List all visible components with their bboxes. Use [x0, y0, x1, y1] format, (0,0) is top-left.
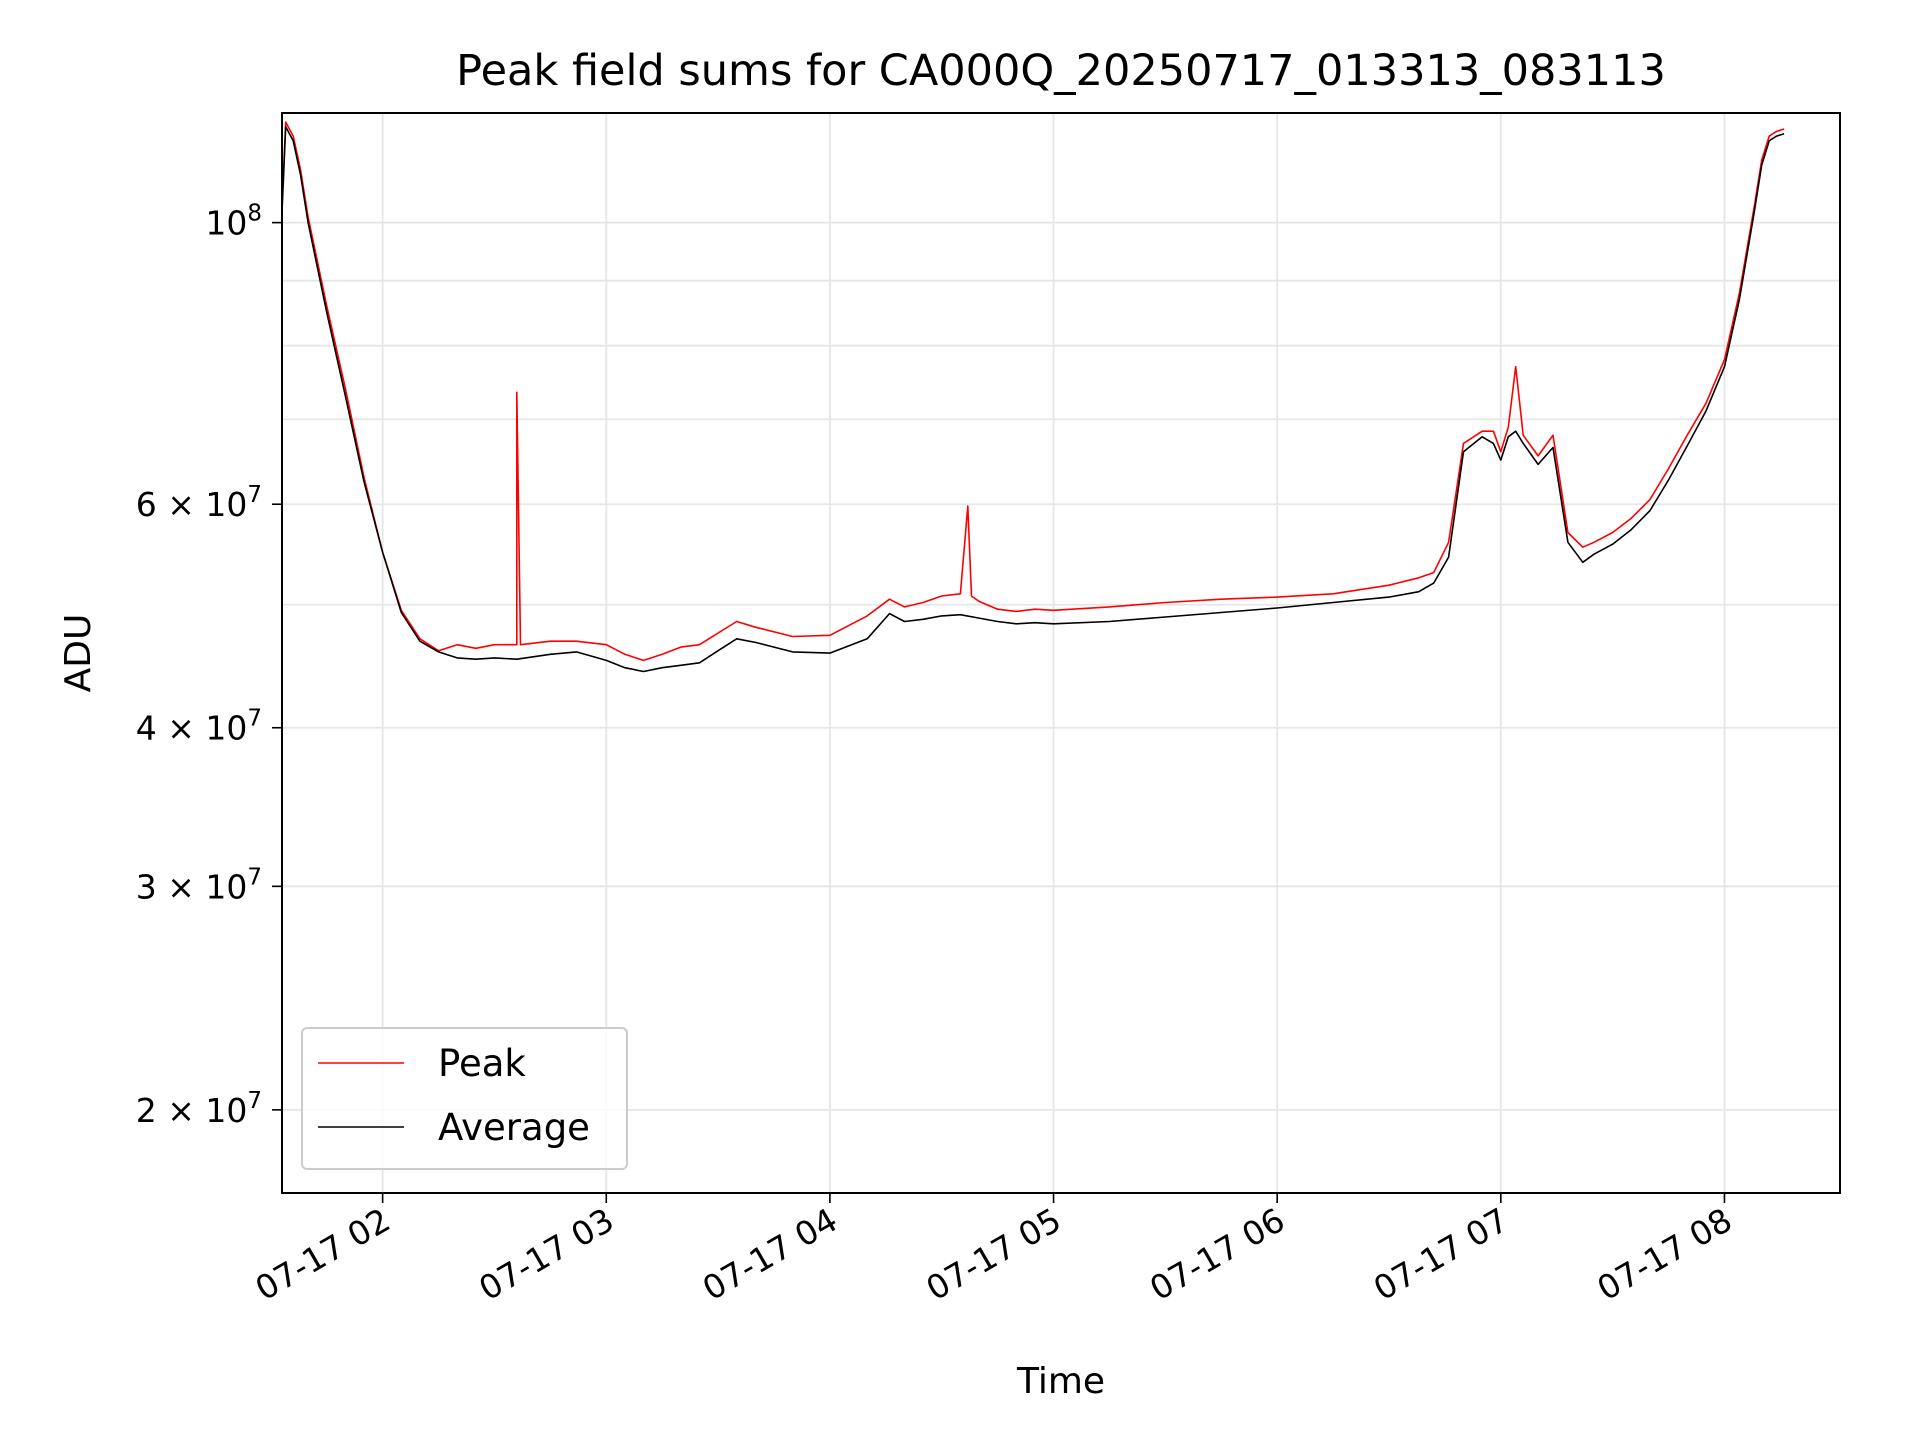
y-axis: 108 6 × 107 4 × 107 3 × 107 2 × 107	[136, 201, 282, 1130]
legend-label-average: Average	[438, 1106, 590, 1149]
legend: Peak Average	[301, 1027, 628, 1170]
y-tick-label: 6 × 107	[136, 482, 262, 524]
y-tick-label: 108	[205, 201, 262, 243]
y-axis-label: ADU	[58, 614, 99, 693]
y-tick-label: 2 × 107	[136, 1088, 262, 1130]
plot-area-frame	[281, 112, 1841, 1194]
chart-title: Peak field sums for CA000Q_20250717_0133…	[456, 46, 1666, 96]
y-tick-label: 3 × 107	[136, 864, 262, 906]
legend-label-peak: Peak	[438, 1042, 526, 1085]
series-line-average	[281, 125, 1785, 673]
series-group	[281, 121, 1785, 673]
y-tick-label: 4 × 107	[136, 706, 262, 748]
series-line-peak	[281, 121, 1785, 662]
x-axis-label: Time	[1016, 1361, 1105, 1402]
